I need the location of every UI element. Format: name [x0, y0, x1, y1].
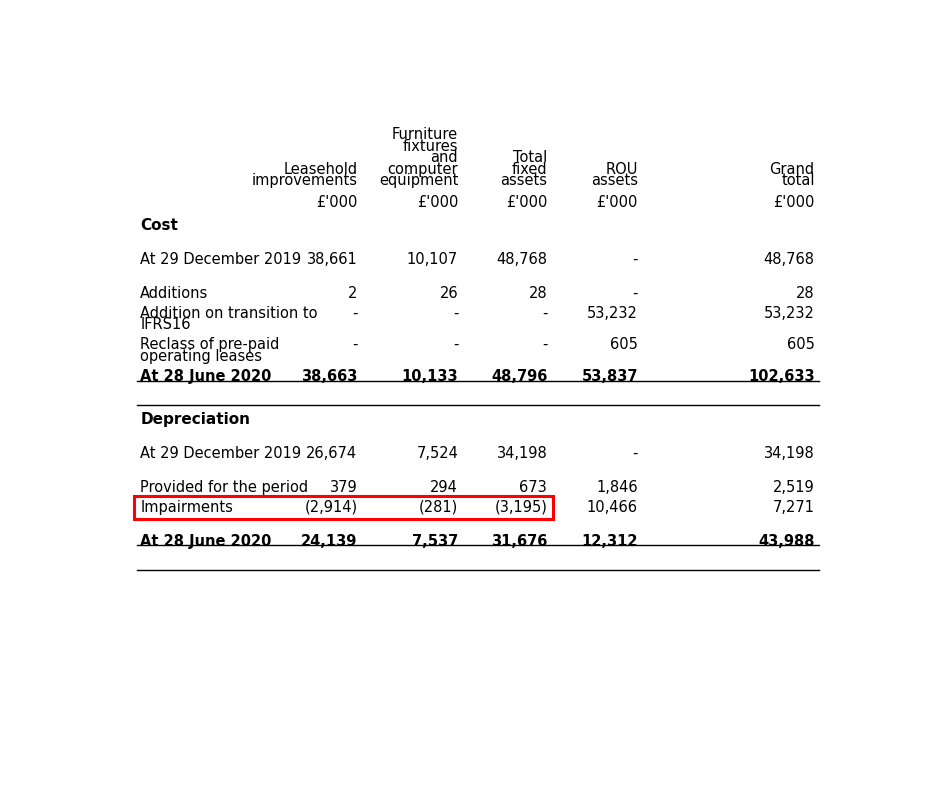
Text: -: -	[452, 338, 458, 352]
Text: 1,846: 1,846	[595, 480, 637, 495]
Text: £'000: £'000	[505, 195, 547, 210]
Text: -: -	[632, 446, 637, 460]
Text: Depreciation: Depreciation	[140, 412, 250, 427]
Text: 53,837: 53,837	[581, 369, 637, 384]
Text: 48,796: 48,796	[490, 369, 547, 384]
Text: improvements: improvements	[251, 173, 357, 188]
Text: 28: 28	[796, 286, 813, 301]
Text: Cost: Cost	[140, 218, 178, 233]
Text: 10,133: 10,133	[401, 369, 458, 384]
Text: -: -	[632, 286, 637, 301]
Text: 43,988: 43,988	[757, 534, 813, 548]
Text: Additions: Additions	[140, 286, 209, 301]
Text: 7,537: 7,537	[412, 534, 458, 548]
Text: 7,524: 7,524	[416, 446, 458, 460]
Text: 605: 605	[609, 338, 637, 352]
Text: At 29 December 2019: At 29 December 2019	[140, 251, 301, 267]
Text: At 29 December 2019: At 29 December 2019	[140, 446, 301, 460]
Text: fixtures: fixtures	[402, 139, 458, 153]
Text: and: and	[430, 150, 458, 165]
Text: 673: 673	[519, 480, 547, 495]
Text: £'000: £'000	[417, 195, 458, 210]
Text: 12,312: 12,312	[581, 534, 637, 548]
Text: Total: Total	[512, 150, 547, 165]
Text: -: -	[352, 338, 357, 352]
Text: 102,633: 102,633	[747, 369, 813, 384]
Text: fixed: fixed	[511, 162, 547, 176]
Text: 26: 26	[439, 286, 458, 301]
Text: £'000: £'000	[315, 195, 357, 210]
Text: (3,195): (3,195)	[494, 500, 547, 515]
Text: 31,676: 31,676	[490, 534, 547, 548]
Bar	[134, 496, 553, 519]
Text: Reclass of pre-paid: Reclass of pre-paid	[140, 338, 280, 352]
Text: operating leases: operating leases	[140, 349, 262, 364]
Text: (2,914): (2,914)	[304, 500, 357, 515]
Text: 53,232: 53,232	[763, 306, 813, 321]
Text: 2: 2	[347, 286, 357, 301]
Text: At 28 June 2020: At 28 June 2020	[140, 369, 271, 384]
Text: 34,198: 34,198	[763, 446, 813, 460]
Text: -: -	[632, 251, 637, 267]
Text: Grand: Grand	[768, 162, 813, 176]
Text: 7,271: 7,271	[772, 500, 813, 515]
Text: 26,674: 26,674	[306, 446, 357, 460]
Text: 28: 28	[528, 286, 547, 301]
Text: 605: 605	[786, 338, 813, 352]
Text: Impairments: Impairments	[140, 500, 233, 515]
Text: equipment: equipment	[378, 173, 458, 188]
Text: (281): (281)	[418, 500, 458, 515]
Text: assets: assets	[500, 173, 547, 188]
Text: computer: computer	[388, 162, 458, 176]
Text: 24,139: 24,139	[300, 534, 357, 548]
Text: At 28 June 2020: At 28 June 2020	[140, 534, 271, 548]
Text: 10,107: 10,107	[406, 251, 458, 267]
Text: 294: 294	[430, 480, 458, 495]
Text: Provided for the period: Provided for the period	[140, 480, 308, 495]
Text: total: total	[781, 173, 813, 188]
Text: ROU: ROU	[605, 162, 637, 176]
Text: Leasehold: Leasehold	[283, 162, 357, 176]
Text: £'000: £'000	[596, 195, 637, 210]
Text: 48,768: 48,768	[496, 251, 547, 267]
Text: 2,519: 2,519	[772, 480, 813, 495]
Text: 379: 379	[329, 480, 357, 495]
Text: 38,661: 38,661	[306, 251, 357, 267]
Text: 38,663: 38,663	[300, 369, 357, 384]
Text: -: -	[352, 306, 357, 321]
Text: Furniture: Furniture	[391, 127, 458, 142]
Text: -: -	[541, 306, 547, 321]
Text: 34,198: 34,198	[496, 446, 547, 460]
Text: assets: assets	[591, 173, 637, 188]
Text: £'000: £'000	[772, 195, 813, 210]
Text: Addition on transition to: Addition on transition to	[140, 306, 317, 321]
Text: 53,232: 53,232	[587, 306, 637, 321]
Text: IFRS16: IFRS16	[140, 317, 191, 332]
Text: 48,768: 48,768	[763, 251, 813, 267]
Text: 10,466: 10,466	[586, 500, 637, 515]
Text: -: -	[452, 306, 458, 321]
Text: -: -	[541, 338, 547, 352]
